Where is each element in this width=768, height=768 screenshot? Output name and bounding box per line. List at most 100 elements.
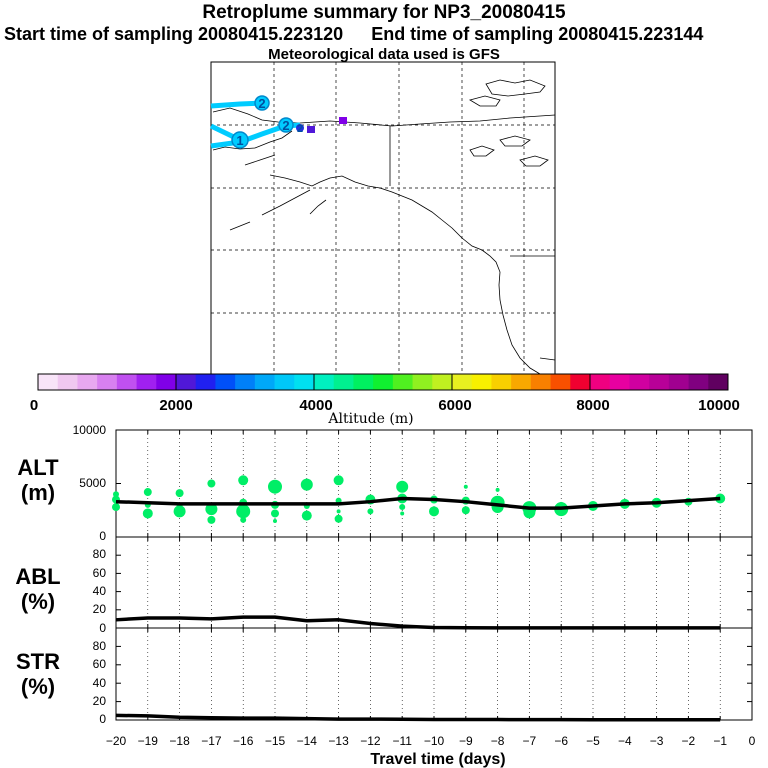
x-tick-label: −1: [713, 734, 727, 748]
altitude-cluster-dot: [142, 508, 153, 519]
sampling-times: Start time of sampling 20080415.223120 En…: [4, 24, 768, 45]
x-tick-label: −8: [491, 734, 505, 748]
x-tick-label: −2: [682, 734, 696, 748]
colorbar-swatch: [235, 374, 256, 390]
colorbar-swatch: [668, 374, 689, 390]
x-axis: −20 −19 −18 −17 −16 −15 −14 −13 −12 −11 −10 −9 −8 −7−…: [106, 734, 756, 748]
map-frame: [210, 61, 556, 375]
cluster-label: 2: [282, 118, 289, 133]
x-axis-label: Travel time (days): [370, 751, 505, 768]
colorbar-swatch: [57, 374, 78, 390]
altitude-cluster-dot: [461, 506, 470, 515]
colorbar-swatch: [570, 374, 591, 390]
alt-ytick-label: 10000: [73, 423, 107, 437]
colorbar-tick-label: 6000: [438, 397, 471, 414]
altitude-cluster-dot: [495, 487, 500, 492]
abl-ytick-label: 0: [99, 621, 106, 635]
colorbar-tick-label: 4000: [299, 397, 332, 414]
chart-title: Retroplume summary for NP3_20080415: [202, 2, 566, 23]
x-tick-label: −12: [360, 734, 381, 748]
end-time-label: End time of sampling 20080415.223144: [371, 24, 704, 44]
altitude-cluster-dot: [300, 478, 313, 491]
altitude-cluster-dot: [367, 508, 374, 515]
colorbar-swatch: [333, 374, 354, 390]
trajectory-point: [339, 117, 347, 124]
altitude-cluster-dot: [207, 515, 216, 524]
altitude-cluster-dot: [268, 479, 282, 494]
alt-ytick-label: 5000: [79, 476, 106, 490]
trajectory-marker: [278, 117, 294, 133]
colorbar-swatch: [77, 374, 98, 390]
colorbar-swatch: [412, 374, 433, 390]
colorbar-swatch: [708, 374, 729, 390]
str-panel-frame: [115, 627, 753, 721]
colorbar-swatch: [254, 374, 275, 390]
colorbar-swatch: [392, 374, 413, 390]
release-location-marker: [307, 126, 315, 133]
colorbar-swatch: [294, 374, 315, 390]
colorbar-swatch: [353, 374, 374, 390]
altitude-cluster-dot: [238, 475, 249, 486]
colorbar-tick-label: 10000: [698, 397, 740, 414]
colorbar-swatch: [452, 374, 473, 390]
colorbar-swatch: [274, 374, 295, 390]
alt-ytick-label: 0: [99, 529, 106, 543]
altitude-cluster-dot: [334, 514, 343, 523]
colorbar-tick-label: 2000: [159, 397, 192, 414]
colorbar-tick-label: 0: [30, 397, 38, 414]
colorbar-swatch: [176, 374, 197, 390]
x-tick-label: −10: [424, 734, 445, 748]
altitude-cluster-dot: [112, 503, 120, 512]
x-tick-label: −18: [169, 734, 190, 748]
str-ytick-label: 80: [93, 639, 107, 653]
abl-ytick-label: 20: [93, 602, 107, 616]
colorbar-swatch: [314, 374, 335, 390]
colorbar-swatch: [629, 374, 650, 390]
trajectories: 2 2 2 1: [209, 95, 347, 149]
altitude-cluster-dot: [271, 509, 279, 518]
str-ytick-label: 0: [99, 712, 106, 726]
series-lines: [115, 496, 721, 722]
trajectory-marker: [231, 131, 249, 149]
colorbar-swatch: [156, 374, 177, 390]
x-tick-label: −16: [233, 734, 254, 748]
altitude-cluster-dot: [173, 505, 186, 518]
colorbar-swatch: [471, 374, 492, 390]
abl-series-line: [115, 615, 721, 630]
colorbar-frame: [37, 373, 729, 391]
colorbar-swatch: [688, 374, 709, 390]
trajectory-point: [296, 124, 304, 132]
str-series-line: [115, 713, 721, 722]
str-ytick-label: 20: [93, 694, 107, 708]
alt-panel-name: ALT: [17, 455, 59, 480]
x-tick-label: −6: [554, 734, 568, 748]
cluster-label: 2: [297, 123, 303, 135]
abl-panel-frame: [115, 536, 753, 629]
colorbar-swatch: [215, 374, 236, 390]
colorbar-swatch: [116, 374, 137, 390]
start-time-label: Start time of sampling 20080415.223120: [4, 24, 344, 44]
altitude-cluster-dot: [207, 479, 216, 488]
map-panel: 2 2 2 1: [209, 61, 556, 375]
colorbar-swatch: [195, 374, 216, 390]
altitude-cluster-dot: [396, 480, 409, 493]
colorbar-swatch: [590, 374, 611, 390]
alt-panel-unit: (m): [21, 480, 55, 505]
str-panel-name: STR: [16, 649, 60, 674]
colorbar-swatch: [136, 374, 157, 390]
cluster-label: 1: [236, 133, 243, 148]
x-tick-label: −5: [586, 734, 600, 748]
x-tick-label: −20: [106, 734, 127, 748]
altitude-cluster-dot: [429, 506, 439, 517]
altitude-cluster-dot: [301, 510, 312, 521]
x-tick-label: −7: [523, 734, 537, 748]
x-tick-label: −4: [618, 734, 632, 748]
abl-panel-name: ABL: [15, 564, 60, 589]
altitude-cluster-dot: [333, 475, 344, 486]
x-tick-label: 0: [749, 734, 756, 748]
colorbar-swatch: [38, 374, 59, 390]
colorbar-tick-label: 8000: [576, 397, 609, 414]
altitude-cluster-dot: [399, 504, 406, 511]
altitude-colorbar: [38, 374, 729, 390]
